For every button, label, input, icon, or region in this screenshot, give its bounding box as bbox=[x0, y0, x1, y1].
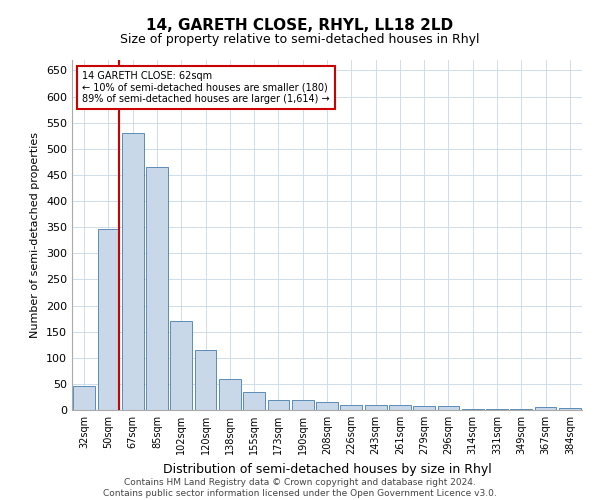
Bar bbox=[146, 167, 168, 410]
Bar bbox=[73, 386, 95, 410]
Bar bbox=[122, 133, 143, 410]
Bar bbox=[243, 392, 265, 410]
Bar bbox=[268, 400, 289, 410]
Bar bbox=[365, 405, 386, 410]
Bar bbox=[437, 406, 460, 410]
Bar bbox=[219, 378, 241, 410]
Text: 14 GARETH CLOSE: 62sqm
← 10% of semi-detached houses are smaller (180)
89% of se: 14 GARETH CLOSE: 62sqm ← 10% of semi-det… bbox=[82, 70, 330, 104]
X-axis label: Distribution of semi-detached houses by size in Rhyl: Distribution of semi-detached houses by … bbox=[163, 462, 491, 475]
Text: Size of property relative to semi-detached houses in Rhyl: Size of property relative to semi-detach… bbox=[120, 32, 480, 46]
Bar bbox=[340, 405, 362, 410]
Text: Contains HM Land Registry data © Crown copyright and database right 2024.
Contai: Contains HM Land Registry data © Crown c… bbox=[103, 478, 497, 498]
Bar bbox=[535, 408, 556, 410]
Y-axis label: Number of semi-detached properties: Number of semi-detached properties bbox=[31, 132, 40, 338]
Bar bbox=[194, 350, 217, 410]
Bar bbox=[170, 321, 192, 410]
Bar bbox=[413, 406, 435, 410]
Bar bbox=[559, 408, 581, 410]
Text: 14, GARETH CLOSE, RHYL, LL18 2LD: 14, GARETH CLOSE, RHYL, LL18 2LD bbox=[146, 18, 454, 32]
Bar bbox=[389, 405, 411, 410]
Bar bbox=[97, 228, 119, 410]
Bar bbox=[316, 402, 338, 410]
Bar bbox=[292, 400, 314, 410]
